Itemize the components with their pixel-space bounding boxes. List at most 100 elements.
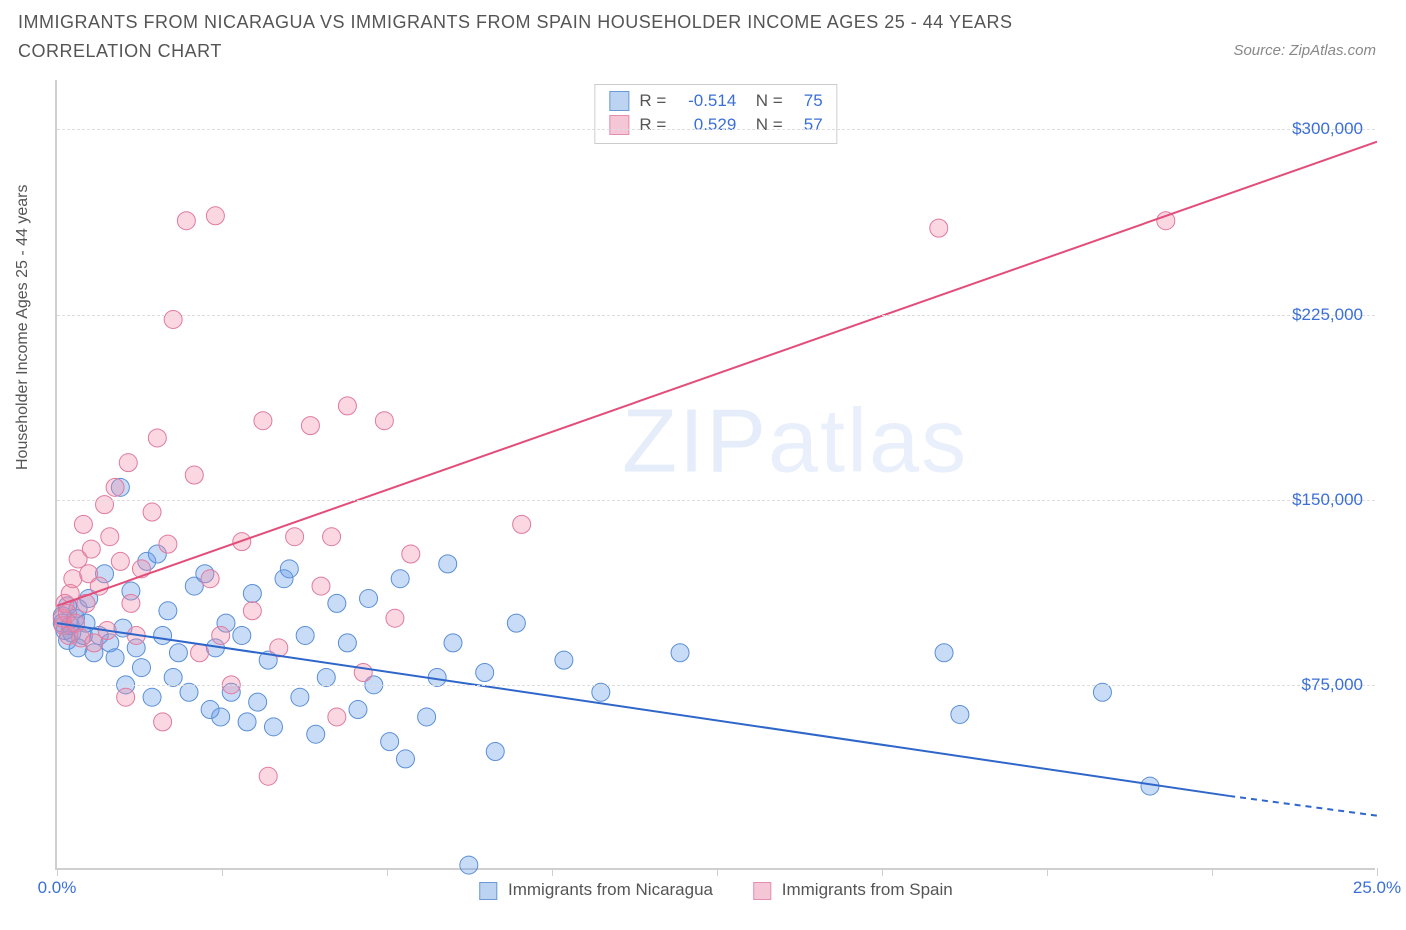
gridline-h [57, 315, 1375, 316]
data-point [259, 767, 277, 785]
bottom-legend: Immigrants from Nicaragua Immigrants fro… [479, 880, 952, 900]
x-tick-label: 25.0% [1353, 878, 1401, 898]
data-point [164, 668, 182, 686]
data-point [243, 585, 261, 603]
data-point [486, 743, 504, 761]
legend-item-1: Immigrants from Spain [753, 880, 953, 900]
regression-line [57, 142, 1377, 606]
data-point [592, 683, 610, 701]
data-point [264, 718, 282, 736]
data-point [212, 626, 230, 644]
data-point [254, 412, 272, 430]
data-point [191, 644, 209, 662]
gridline-h [57, 685, 1375, 686]
data-point [935, 644, 953, 662]
data-point [286, 528, 304, 546]
x-tick [387, 868, 388, 876]
data-point [375, 412, 393, 430]
data-point [238, 713, 256, 731]
legend-label-1: Immigrants from Spain [782, 880, 953, 899]
data-point [169, 644, 187, 662]
data-point [74, 515, 92, 533]
data-point [180, 683, 198, 701]
stats-swatch-1 [609, 115, 629, 135]
data-point [154, 626, 172, 644]
regression-line [57, 623, 1229, 796]
data-point [1093, 683, 1111, 701]
data-point [381, 733, 399, 751]
data-point [117, 688, 135, 706]
data-point [148, 429, 166, 447]
data-point [930, 219, 948, 237]
data-point [143, 503, 161, 521]
y-axis-label: Householder Income Ages 25 - 44 years [14, 185, 32, 471]
stats-n-label-0: N = [746, 89, 782, 113]
source-text: Source: ZipAtlas.com [1233, 42, 1376, 59]
data-point [212, 708, 230, 726]
x-tick [1047, 868, 1048, 876]
x-tick [57, 868, 58, 876]
data-point [476, 664, 494, 682]
data-point [439, 555, 457, 573]
chart-title: IMMIGRANTS FROM NICARAGUA VS IMMIGRANTS … [18, 8, 1118, 66]
data-point [177, 212, 195, 230]
plot-svg [57, 80, 1375, 868]
data-point [106, 478, 124, 496]
data-point [243, 602, 261, 620]
data-point [296, 626, 314, 644]
data-point [119, 454, 137, 472]
data-point [159, 602, 177, 620]
chart-area: ZIPatlas R = -0.514 N = 75 R = 0.529 N =… [55, 80, 1375, 870]
data-point [396, 750, 414, 768]
data-point [280, 560, 298, 578]
regression-line-extrapolated [1229, 796, 1377, 816]
stats-n-val-1: 57 [793, 113, 823, 137]
data-point [460, 856, 478, 874]
data-point [164, 310, 182, 328]
stats-r-label-0: R = [639, 89, 666, 113]
stats-r-val-0: -0.514 [676, 89, 736, 113]
data-point [323, 528, 341, 546]
data-point [249, 693, 267, 711]
x-tick [882, 868, 883, 876]
x-tick [222, 868, 223, 876]
data-point [132, 659, 150, 677]
x-tick [552, 868, 553, 876]
legend-swatch-1 [753, 882, 771, 900]
data-point [513, 515, 531, 533]
legend-item-0: Immigrants from Nicaragua [479, 880, 713, 900]
stats-n-val-0: 75 [793, 89, 823, 113]
legend-label-0: Immigrants from Nicaragua [508, 880, 713, 899]
stats-n-label-1: N = [746, 113, 782, 137]
data-point [418, 708, 436, 726]
data-point [402, 545, 420, 563]
data-point [338, 397, 356, 415]
data-point [328, 594, 346, 612]
data-point [159, 535, 177, 553]
data-point [154, 713, 172, 731]
x-tick [1212, 868, 1213, 876]
stats-r-label-1: R = [639, 113, 666, 137]
data-point [360, 589, 378, 607]
stats-legend-box: R = -0.514 N = 75 R = 0.529 N = 57 [594, 84, 837, 144]
data-point [82, 540, 100, 558]
data-point [391, 570, 409, 588]
data-point [143, 688, 161, 706]
data-point [64, 570, 82, 588]
y-tick-label: $75,000 [1302, 675, 1363, 695]
data-point [671, 644, 689, 662]
data-point [328, 708, 346, 726]
y-tick-label: $225,000 [1292, 305, 1363, 325]
stats-r-val-1: 0.529 [676, 113, 736, 137]
data-point [338, 634, 356, 652]
x-tick-label: 0.0% [38, 878, 77, 898]
data-point [206, 207, 224, 225]
data-point [101, 528, 119, 546]
data-point [233, 626, 251, 644]
data-point [317, 668, 335, 686]
data-point [307, 725, 325, 743]
data-point [106, 649, 124, 667]
data-point [444, 634, 462, 652]
data-point [96, 496, 114, 514]
data-point [354, 664, 372, 682]
